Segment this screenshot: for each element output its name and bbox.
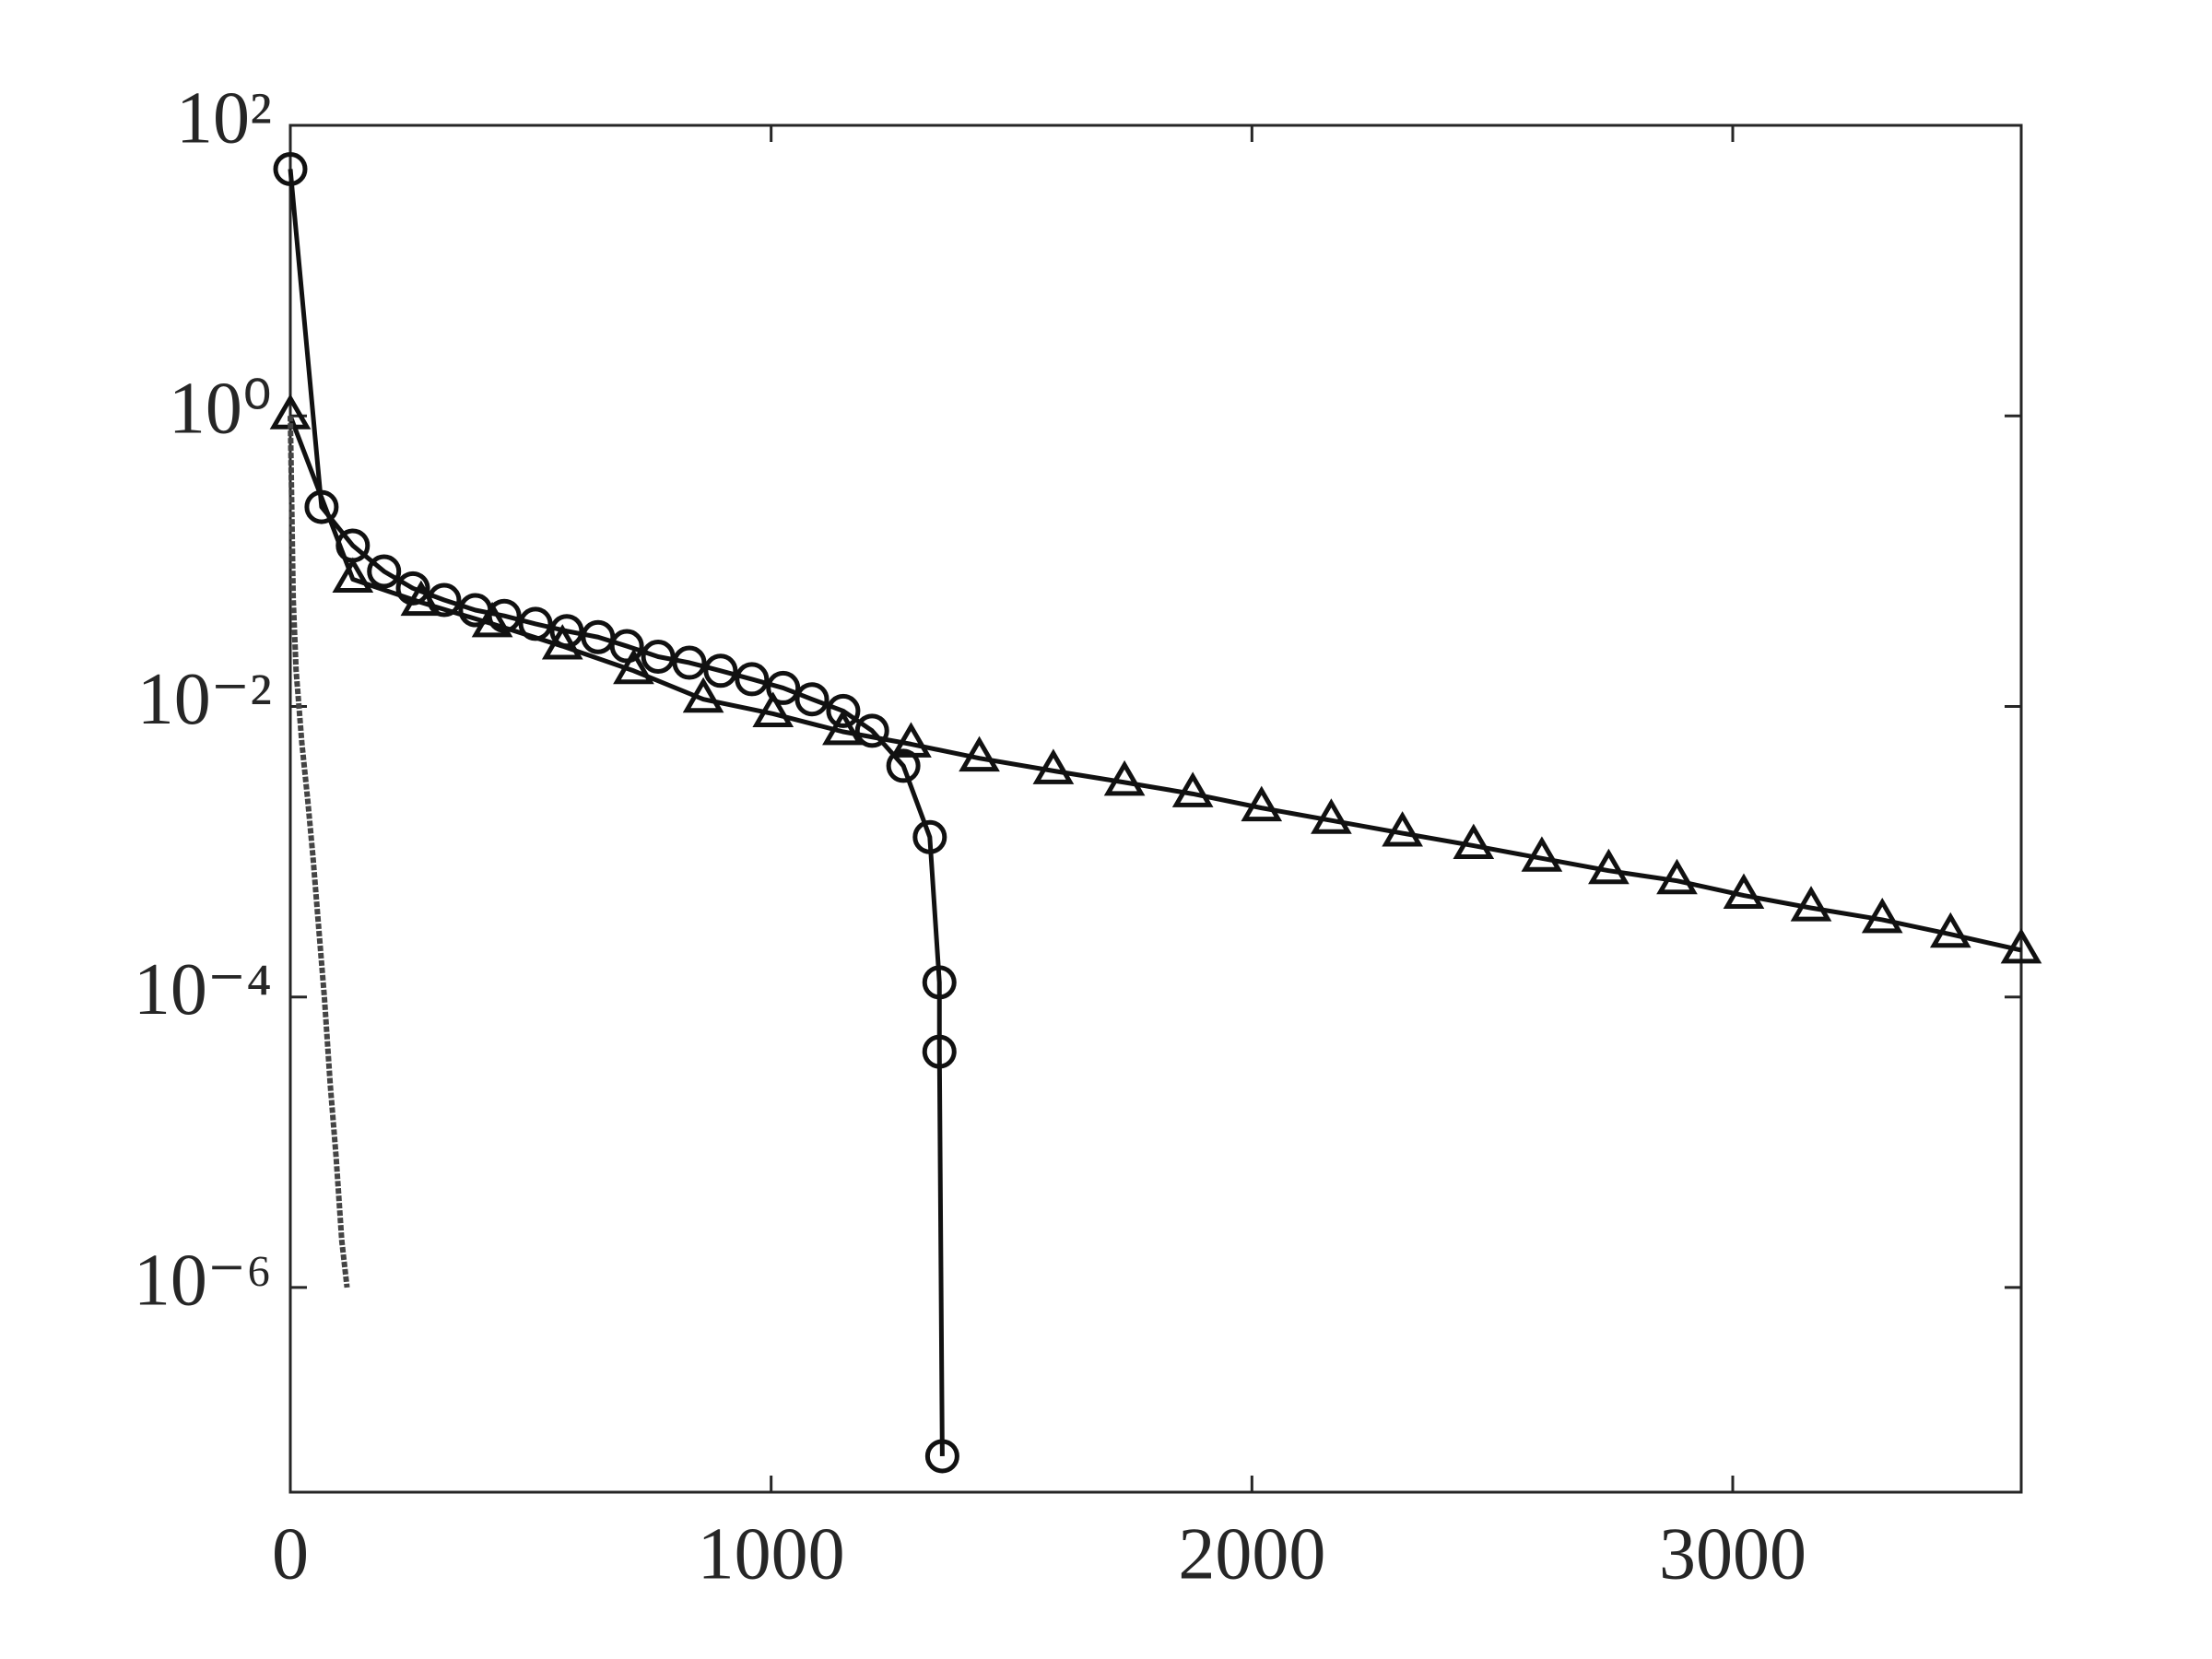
series-line [288,169,945,1456]
circle-marker [924,1439,959,1474]
triangle-marker [1790,886,1832,922]
triangle-marker [890,722,932,758]
y-tick-label: 10⁰ [169,369,272,450]
triangle-marker [822,709,864,746]
triangle-marker [541,624,583,660]
circle-marker [735,662,770,697]
circle-marker [273,151,308,186]
triangle-marker [682,677,724,713]
x-tick-label: 0 [272,1513,309,1594]
x-tick-label: 1000 [698,1513,845,1594]
triangle-marker [1382,811,1423,847]
triangle-marker [613,648,654,685]
triangle-marker [1656,858,1698,895]
circle-marker [922,1034,957,1069]
x-tick-label: 3000 [1659,1513,1806,1594]
triangle-marker [1311,798,1352,834]
triangle-marker [1032,748,1075,784]
triangle-marker [471,601,513,638]
triangle-marker [1588,848,1630,885]
y-tick-label: 10⁻⁴ [134,949,272,1030]
circle-marker [794,682,830,717]
triangle-marker [400,580,442,617]
series-line [288,416,350,1288]
triangle-marker [2000,927,2042,964]
triangle-marker [1453,823,1495,860]
triangle-marker [752,691,794,727]
series-line [288,415,2022,953]
circle-marker [641,639,676,674]
triangle-marker [1103,759,1146,796]
circle-marker [672,645,707,680]
circle-marker [886,748,921,783]
y-tick-label: 10⁻⁶ [134,1240,272,1321]
circle-marker [912,819,947,854]
triangle-marker [1723,873,1765,910]
triangle-marker [1241,785,1283,822]
y-tick-label: 10⁻² [137,659,272,740]
triangle-marker [959,735,1000,772]
triangle-marker [1521,836,1563,872]
circle-marker [367,554,402,589]
triangle-marker [1929,912,1971,948]
plot-frame [288,124,2023,1494]
circle-marker [854,713,889,748]
circle-marker [703,653,738,688]
triangle-marker [1171,771,1214,807]
circle-marker [826,693,861,728]
circle-marker [766,670,801,705]
triangle-marker [332,557,374,594]
x-tick-label: 2000 [1178,1513,1325,1594]
y-tick-label: 10² [176,77,272,159]
circle-marker [922,965,957,1000]
triangle-marker [1861,897,1903,934]
